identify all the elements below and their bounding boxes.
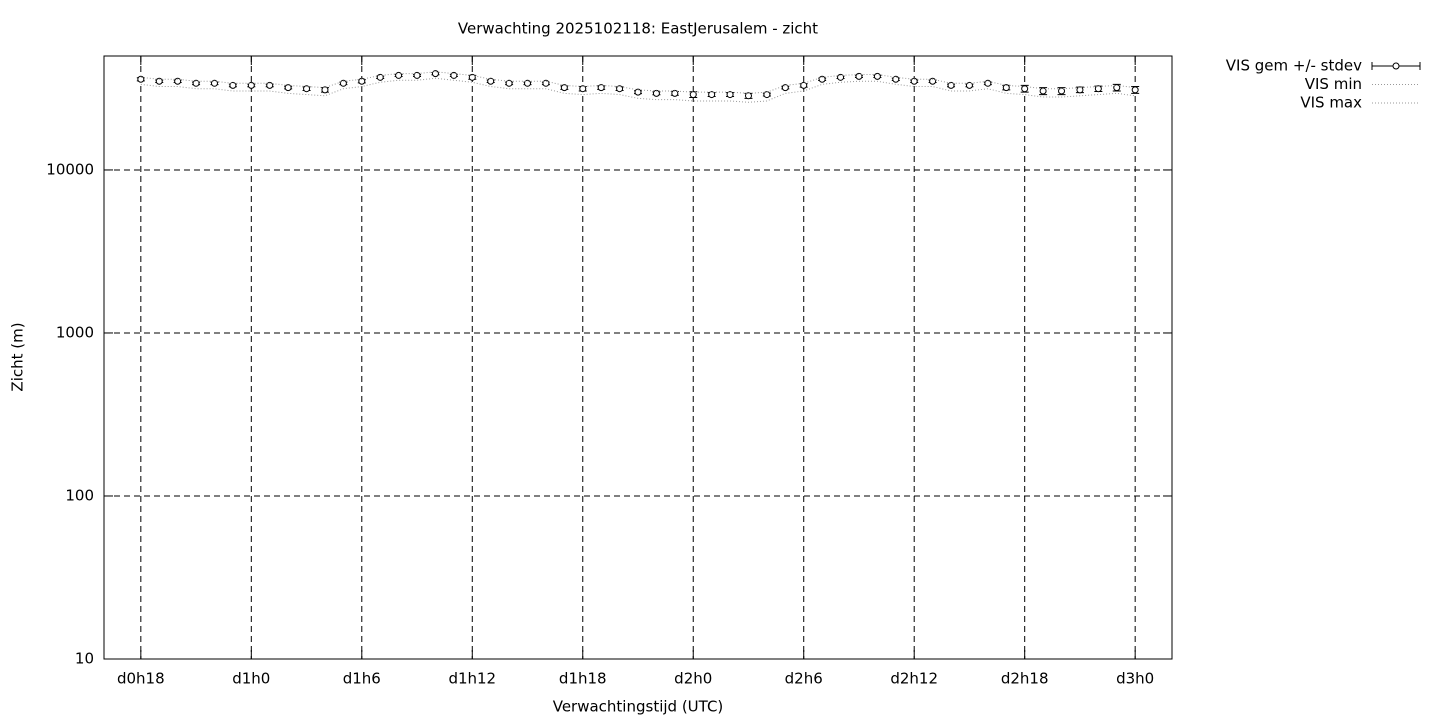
data-point <box>689 91 697 99</box>
data-point <box>726 91 734 99</box>
data-point <box>229 81 237 89</box>
data-point <box>468 73 476 81</box>
data-point <box>524 79 532 87</box>
data-point <box>1039 87 1047 95</box>
data-point <box>1094 85 1102 93</box>
data-point <box>450 71 458 79</box>
data-point <box>321 86 329 94</box>
data-point <box>1131 86 1139 94</box>
data-point <box>358 77 366 85</box>
data-point <box>303 85 311 93</box>
line <box>140 77 1136 103</box>
data-point <box>1021 85 1029 93</box>
data-point <box>137 75 145 83</box>
data-point <box>652 89 660 97</box>
data-point <box>560 84 568 92</box>
x-tick-label: d2h0 <box>674 670 712 688</box>
data-point <box>1002 84 1010 92</box>
data-point <box>965 81 973 89</box>
data-point <box>155 77 163 85</box>
x-tick-label: d3h0 <box>1116 670 1154 688</box>
data-point <box>873 72 881 80</box>
data-point <box>892 75 900 83</box>
data-point <box>744 92 752 100</box>
data-point <box>431 70 439 78</box>
x-tick-label: d1h12 <box>448 670 496 688</box>
data-point <box>947 81 955 89</box>
y-tick-label: 100 <box>65 486 94 504</box>
legend-label: VIS min <box>1305 75 1362 93</box>
data-point <box>247 81 255 89</box>
y-tick-label: 10000 <box>46 160 94 178</box>
data-point <box>266 81 274 89</box>
data-point <box>376 73 384 81</box>
data-point <box>1076 86 1084 94</box>
x-tick-label: d2h6 <box>785 670 823 688</box>
data-point <box>542 79 550 87</box>
chart-title: Verwachting 2025102118: EastJerusalem - … <box>458 20 818 38</box>
data-point <box>579 85 587 93</box>
data-point <box>781 84 789 92</box>
data-point <box>671 89 679 97</box>
y-axis-label: Zicht (m) <box>9 322 27 391</box>
legend-label: VIS gem +/- stdev <box>1226 57 1362 75</box>
data-point <box>818 75 826 83</box>
data-point <box>1058 87 1066 95</box>
data-point <box>763 91 771 99</box>
legend-label: VIS max <box>1300 94 1362 112</box>
data-point <box>929 77 937 85</box>
data-point <box>708 91 716 99</box>
data-point <box>634 88 642 96</box>
x-tick-label: d1h6 <box>343 670 381 688</box>
data-point <box>597 84 605 92</box>
x-tick-label: d2h18 <box>1001 670 1049 688</box>
y-tick-label: 1000 <box>56 323 94 341</box>
data-point <box>174 77 182 85</box>
data-point <box>339 79 347 87</box>
x-axis-label: Verwachtingstijd (UTC) <box>553 698 724 716</box>
data-point <box>284 84 292 92</box>
x-tick-label: d2h12 <box>890 670 938 688</box>
plot-frame <box>103 55 1173 660</box>
x-tick-label: d0h18 <box>117 670 165 688</box>
data-point <box>910 77 918 85</box>
legend-marker <box>1392 62 1400 70</box>
data-point <box>395 71 403 79</box>
data-point <box>855 72 863 80</box>
y-tick-label: 10 <box>75 650 94 668</box>
x-tick-label: d1h18 <box>559 670 607 688</box>
x-tick-label: d1h0 <box>232 670 270 688</box>
data-point <box>837 73 845 81</box>
data-point <box>192 79 200 87</box>
data-point <box>1113 84 1121 92</box>
data-point <box>505 79 513 87</box>
